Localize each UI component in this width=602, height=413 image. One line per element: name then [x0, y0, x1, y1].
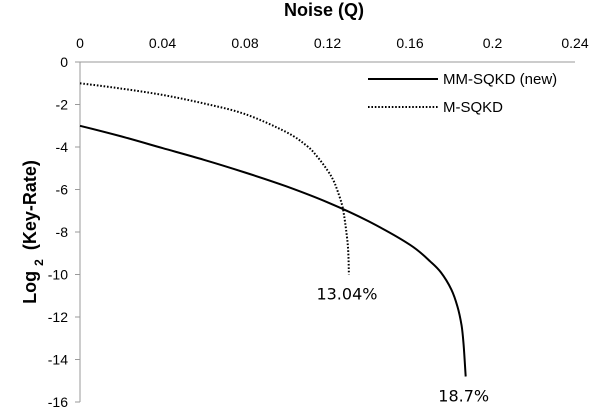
y-tick-label: -16	[48, 394, 68, 410]
x-tick-label: 0.08	[231, 35, 258, 51]
annotation-m-sqkd-threshold: 13.04%	[316, 285, 377, 304]
legend-label-mm-sqkd: MM-SQKD (new)	[443, 71, 557, 88]
series-line-mm-sqkd	[79, 124, 467, 377]
x-tick-label: 0.2	[483, 35, 503, 51]
x-tick-label: 0.24	[561, 35, 588, 51]
annotation-mm-sqkd-threshold: 18.7%	[438, 387, 489, 406]
x-tick-labels: 0 0.04 0.08 0.12 0.16 0.2 0.24	[76, 35, 589, 51]
y-axis-title: Log 2 (Key-Rate)	[20, 160, 47, 304]
y-tick-label: -10	[48, 267, 68, 283]
x-tick-label: 0	[76, 35, 84, 51]
y-tick-label: -2	[56, 97, 69, 113]
legend: MM-SQKD (new) M-SQKD	[368, 71, 557, 116]
y-tick-label: 0	[60, 54, 68, 70]
x-tick-label: 0.16	[396, 35, 423, 51]
y-tick-label: -12	[48, 309, 68, 325]
series-line-m-sqkd	[79, 82, 350, 275]
y-tick-label: -4	[56, 139, 69, 155]
y-axis-title-subscript: 2	[32, 259, 46, 266]
x-tick-label: 0.12	[314, 35, 341, 51]
legend-label-m-sqkd: M-SQKD	[443, 99, 503, 116]
x-tick-label: 0.04	[149, 35, 176, 51]
y-axis-title-rest: (Key-Rate)	[20, 160, 40, 250]
y-tick-label: -14	[48, 352, 68, 368]
y-axis-title-main: Log	[20, 271, 40, 304]
x-axis-title: Noise (Q)	[284, 0, 364, 20]
y-tick-label: -6	[56, 182, 69, 198]
y-tick-labels: 0 -2 -4 -6 -8 -10 -12 -14 -16	[48, 54, 80, 410]
y-tick-label: -8	[56, 224, 69, 240]
